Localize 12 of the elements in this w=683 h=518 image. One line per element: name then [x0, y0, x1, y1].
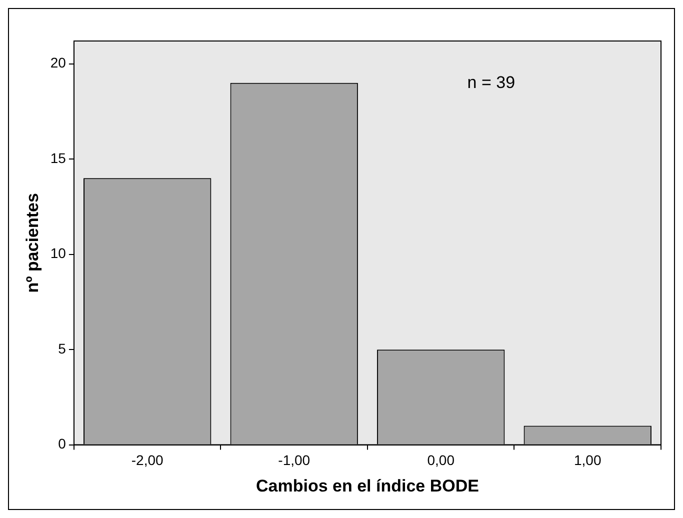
y-tick-label: 0 — [58, 436, 66, 452]
y-axis-title: nº pacientes — [22, 193, 42, 293]
x-axis-title: Cambios en el índice BODE — [256, 476, 479, 496]
y-tick-label: 15 — [50, 150, 66, 166]
y-tick-label: 10 — [50, 245, 66, 262]
y-tick-label: 20 — [50, 54, 66, 71]
x-tick-label: -1,00 — [278, 452, 310, 468]
x-tick-label: 0,00 — [427, 452, 455, 468]
x-tick-label: 1,00 — [574, 452, 602, 468]
annotation: n = 39 — [467, 73, 516, 92]
y-tick-label: 5 — [58, 340, 66, 356]
x-tick-label: -2,00 — [131, 452, 164, 468]
